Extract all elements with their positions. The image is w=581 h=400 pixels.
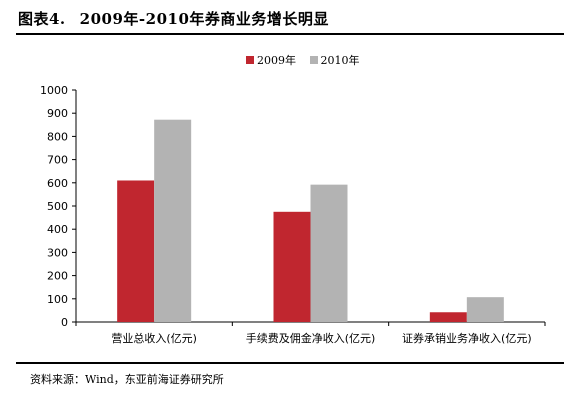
bar-2009-2 (273, 211, 311, 322)
figure-label: 图表4. (18, 10, 66, 28)
chart-legend: 2009年 2010年 (246, 52, 370, 68)
y-tick-label: 100 (47, 293, 68, 306)
y-tick-label: 400 (47, 223, 68, 236)
x-category-label: 营业总收入(亿元) (111, 331, 197, 345)
bar-2010-1 (154, 119, 192, 322)
y-tick-label: 300 (47, 246, 68, 259)
legend-label-2010: 2010年 (320, 54, 360, 67)
figure-title-text: 2009年-2010年券商业务增长明显 (79, 10, 329, 28)
y-tick-label: 500 (47, 200, 68, 213)
y-tick-label: 200 (47, 270, 68, 283)
legend-swatch-2010 (309, 56, 318, 64)
y-tick-label: 900 (47, 107, 68, 120)
bar-2010-2 (310, 184, 348, 322)
legend-item-2009: 2009年 (246, 52, 296, 68)
x-category-label: 手续费及佣金净收入(亿元) (246, 331, 376, 345)
y-tick-label: 0 (61, 316, 68, 329)
figure-title: 图表4. 2009年-2010年券商业务增长明显 (18, 8, 329, 29)
legend-swatch-2009 (246, 56, 254, 64)
y-tick-label: 800 (47, 130, 68, 143)
source-note: 资料来源：Wind，东亚前海证券研究所 (30, 373, 224, 386)
bar-2009-3 (429, 312, 467, 322)
legend-item-2010: 2010年 (309, 52, 360, 68)
y-tick-label: 600 (47, 177, 68, 190)
title-rule (16, 33, 564, 35)
bar-2010-3 (466, 297, 504, 322)
source-rule (16, 362, 564, 364)
legend-label-2009: 2009年 (257, 54, 296, 67)
y-tick-label: 1000 (40, 84, 68, 97)
x-category-label: 证券承销业务净收入(亿元) (402, 331, 532, 345)
y-tick-label: 700 (47, 154, 68, 167)
bar-2009-1 (117, 180, 155, 322)
